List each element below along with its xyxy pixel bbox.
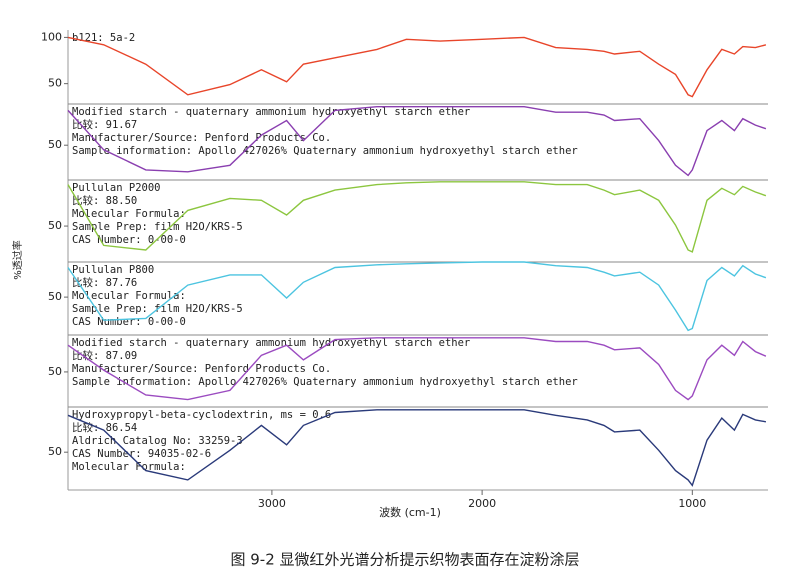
annotation: Manufacturer/Source: Penford Products Co…	[72, 132, 331, 144]
y-tick-label: 50	[48, 77, 62, 90]
annotation: CAS Number: 94035-02-6	[72, 448, 211, 460]
annotation: Sample information: Apollo 427026% Quate…	[72, 145, 578, 157]
y-tick-label: 50	[48, 138, 62, 151]
x-tick-label: 3000	[258, 497, 286, 510]
annotation: CAS Number: 0-00-0	[72, 234, 186, 246]
annotation: b121: 5a-2	[72, 32, 135, 44]
y-tick-label: 100	[41, 30, 62, 43]
y-tick-label: 50	[48, 219, 62, 232]
y-tick-label: 50	[48, 445, 62, 458]
annotation: 比较: 87.76	[72, 276, 137, 289]
annotation: 比较: 88.50	[72, 194, 137, 207]
annotation: Sample information: Apollo 427026% Quate…	[72, 376, 578, 388]
spectrum-line	[67, 337, 767, 401]
x-tick-label: 2000	[468, 497, 496, 510]
annotation: Pullulan P800	[72, 264, 154, 276]
annotation: Molecular Formula:	[72, 208, 186, 220]
y-axis-label: %透过率	[11, 240, 24, 280]
spectrum-line	[67, 181, 767, 253]
annotation: Manufacturer/Source: Penford Products Co…	[72, 363, 331, 375]
annotation: CAS Number: 0-00-0	[72, 316, 186, 328]
annotation: Molecular Formula:	[72, 290, 186, 302]
y-tick-label: 50	[48, 290, 62, 303]
spectrum-line	[67, 36, 767, 98]
annotation: Sample Prep: film H2O/KRS-5	[72, 221, 243, 233]
caption: 图 9-2 显微红外光谱分析提示织物表面存在淀粉涂层	[230, 551, 579, 569]
x-axis-label: 波数 (cm-1)	[379, 506, 441, 519]
annotation: Modified starch - quaternary ammonium hy…	[72, 337, 470, 349]
annotation: 比较: 91.67	[72, 118, 137, 131]
annotation: Molecular Formula:	[72, 461, 186, 473]
spectrum-line	[67, 106, 767, 177]
x-tick-label: 1000	[678, 497, 706, 510]
annotation: Modified starch - quaternary ammonium hy…	[72, 106, 470, 118]
annotation: Pullulan P2000	[72, 182, 161, 194]
y-tick-label: 50	[48, 365, 62, 378]
annotation: Hydroxypropyl-beta-cyclodextrin, ms = 0.…	[72, 409, 331, 421]
spectrum-line	[67, 261, 767, 332]
annotation: Aldrich Catalog No: 33259-3	[72, 435, 243, 447]
spectrum-line	[67, 409, 767, 487]
annotation: 比较: 86.54	[72, 421, 137, 434]
